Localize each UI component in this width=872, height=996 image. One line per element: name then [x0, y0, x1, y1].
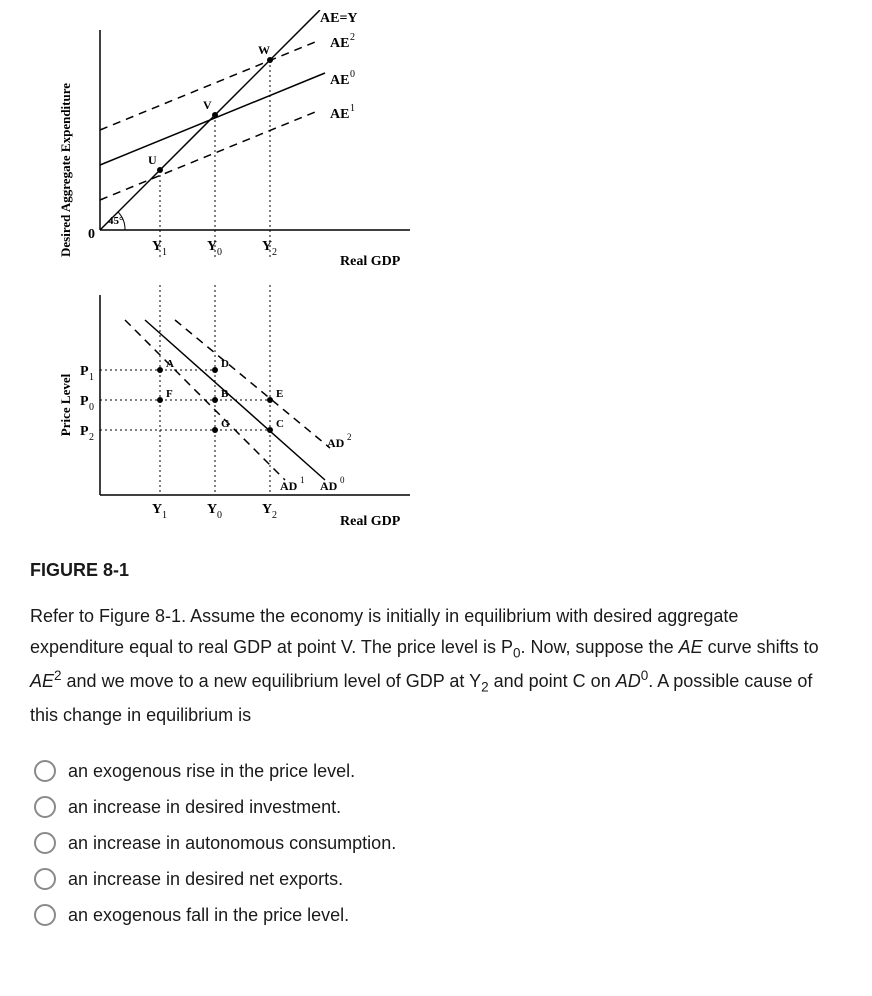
- svg-text:2: 2: [272, 247, 277, 258]
- svg-text:Y: Y: [207, 239, 217, 254]
- svg-text:Price Level: Price Level: [58, 373, 73, 436]
- svg-text:1: 1: [162, 247, 167, 258]
- svg-text:Y: Y: [152, 239, 162, 254]
- q-em: AE: [679, 637, 703, 657]
- svg-text:2: 2: [347, 432, 352, 442]
- svg-text:2: 2: [89, 432, 94, 443]
- svg-text:1: 1: [89, 372, 94, 383]
- svg-text:AD: AD: [320, 479, 338, 493]
- svg-text:P: P: [80, 424, 89, 439]
- svg-text:F: F: [166, 388, 173, 400]
- answer-options: an exogenous rise in the price level. an…: [34, 760, 842, 926]
- q-part: and point C on: [489, 671, 616, 691]
- svg-text:Y: Y: [152, 502, 162, 517]
- svg-text:E: E: [276, 388, 283, 400]
- svg-text:0: 0: [340, 475, 345, 485]
- svg-text:0: 0: [350, 69, 355, 80]
- q-sub: 2: [481, 680, 489, 695]
- option-row: an increase in autonomous consumption.: [34, 832, 842, 854]
- svg-text:V: V: [203, 98, 212, 112]
- svg-text:45°: 45°: [108, 215, 123, 227]
- svg-text:2: 2: [272, 510, 277, 521]
- svg-text:AE: AE: [330, 107, 349, 122]
- radio-button[interactable]: [34, 904, 56, 926]
- option-row: an exogenous fall in the price level.: [34, 904, 842, 926]
- svg-text:AE: AE: [330, 73, 349, 88]
- svg-text:0: 0: [217, 247, 222, 258]
- q-sup: 2: [54, 668, 62, 683]
- svg-text:0: 0: [89, 402, 94, 413]
- svg-text:AE: AE: [330, 36, 349, 51]
- question-text: Refer to Figure 8-1. Assume the economy …: [30, 601, 830, 730]
- radio-button[interactable]: [34, 760, 56, 782]
- option-label: an increase in desired net exports.: [68, 869, 343, 890]
- option-row: an exogenous rise in the price level.: [34, 760, 842, 782]
- svg-text:AE=Y: AE=Y: [320, 11, 358, 26]
- svg-text:D: D: [221, 358, 229, 370]
- svg-text:Real GDP: Real GDP: [340, 254, 401, 269]
- svg-text:AD: AD: [280, 479, 298, 493]
- svg-text:A: A: [166, 358, 174, 370]
- option-row: an increase in desired net exports.: [34, 868, 842, 890]
- q-em: AE: [30, 671, 54, 691]
- q-part: . Now, suppose the: [520, 637, 678, 657]
- option-label: an increase in autonomous consumption.: [68, 833, 396, 854]
- svg-text:1: 1: [162, 510, 167, 521]
- option-label: an exogenous fall in the price level.: [68, 905, 349, 926]
- svg-text:0: 0: [88, 227, 95, 242]
- svg-text:1: 1: [350, 103, 355, 114]
- svg-text:Y: Y: [262, 239, 272, 254]
- svg-text:AD: AD: [327, 436, 345, 450]
- radio-button[interactable]: [34, 796, 56, 818]
- figure-title: FIGURE 8-1: [30, 560, 842, 581]
- svg-text:C: C: [276, 418, 284, 430]
- svg-text:G: G: [221, 418, 230, 430]
- figure-diagram: Desired Aggregate Expenditure AE=Y 45° A…: [30, 10, 430, 530]
- svg-text:Y: Y: [262, 502, 272, 517]
- svg-text:U: U: [148, 153, 157, 167]
- option-row: an increase in desired investment.: [34, 796, 842, 818]
- q-part: and we move to a new equilibrium level o…: [62, 671, 482, 691]
- svg-text:B: B: [221, 388, 229, 400]
- option-label: an increase in desired investment.: [68, 797, 341, 818]
- svg-text:W: W: [258, 43, 270, 57]
- q-part: curve shifts to: [703, 637, 819, 657]
- svg-text:Y: Y: [207, 502, 217, 517]
- option-label: an exogenous rise in the price level.: [68, 761, 355, 782]
- svg-text:P: P: [80, 394, 89, 409]
- q-em: AD: [616, 671, 641, 691]
- svg-text:2: 2: [350, 32, 355, 43]
- svg-text:Real GDP: Real GDP: [340, 514, 401, 529]
- svg-text:0: 0: [217, 510, 222, 521]
- radio-button[interactable]: [34, 832, 56, 854]
- svg-text:1: 1: [300, 475, 305, 485]
- radio-button[interactable]: [34, 868, 56, 890]
- svg-text:P: P: [80, 364, 89, 379]
- svg-text:Desired Aggregate Expenditure: Desired Aggregate Expenditure: [58, 83, 73, 257]
